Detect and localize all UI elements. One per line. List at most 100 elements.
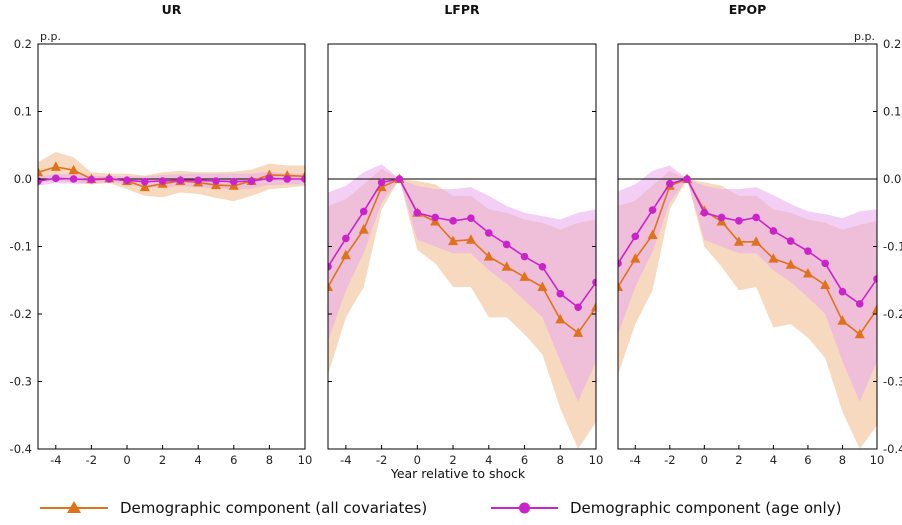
data-point-age-only: [648, 206, 657, 214]
data-point-age-only: [212, 177, 220, 185]
x-tick-label: 0: [701, 453, 708, 467]
data-point-all-covariates: [483, 251, 494, 261]
panel-title: LFPR: [444, 2, 480, 17]
data-point-age-only: [520, 252, 529, 261]
x-tick-label: 4: [485, 453, 492, 467]
data-point-age-only: [838, 287, 847, 296]
x-tick-label: 2: [159, 453, 166, 467]
unit-label: p.p.: [854, 30, 875, 43]
data-point-all-covariates: [872, 303, 877, 314]
data-point-all-covariates: [555, 313, 566, 324]
data-point-age-only: [265, 174, 274, 183]
x-axis-label: Year relative to shock: [390, 466, 526, 481]
data-point-age-only: [377, 178, 386, 187]
data-point-age-only: [873, 275, 877, 283]
data-point-age-only: [158, 177, 167, 185]
data-point-all-covariates: [537, 281, 548, 291]
confidence-band-age-only: [328, 164, 596, 402]
panel-lfpr: LFPR -4 -2 0 2 4 6 8 10: [327, 2, 603, 467]
y-tick-label: 0.1: [883, 105, 901, 119]
data-point-age-only: [618, 259, 622, 268]
data-point-all-covariates: [358, 224, 369, 234]
panel-plot-area: [38, 152, 305, 202]
data-point-age-only: [413, 208, 422, 217]
data-point-all-covariates: [802, 268, 813, 278]
data-point-all-covariates: [630, 253, 641, 263]
data-point-all-covariates: [647, 229, 658, 240]
data-point-all-covariates: [448, 235, 459, 246]
data-point-all-covariates: [38, 166, 43, 177]
y-tick-label: 0.1: [14, 105, 32, 119]
data-point-age-only: [87, 175, 96, 184]
unit-label: p.p.: [40, 30, 61, 43]
y-tick-label: -0.2: [883, 307, 902, 321]
data-point-all-covariates: [519, 271, 530, 281]
panel-frame: [37, 43, 306, 450]
x-tick-label: 2: [735, 453, 742, 467]
x-tick-label: -4: [50, 453, 61, 467]
x-tick-label: 8: [266, 453, 273, 467]
x-tick-label: 6: [230, 453, 237, 467]
data-point-age-only: [786, 237, 795, 245]
x-tick-label: 10: [298, 453, 313, 467]
data-point-age-only: [855, 300, 864, 308]
y-tick-label: -0.1: [883, 240, 902, 254]
data-point-age-only: [69, 175, 78, 183]
y-tick-label: 0.0: [883, 172, 901, 186]
data-point-age-only: [769, 227, 778, 235]
data-point-all-covariates: [50, 161, 61, 171]
data-point-age-only: [176, 176, 185, 185]
data-point-age-only: [717, 213, 726, 222]
legend-label-age-only: Demographic component (age only): [570, 499, 841, 517]
panel-title: UR: [162, 2, 182, 17]
data-point-age-only: [328, 262, 332, 271]
data-point-age-only: [105, 175, 113, 183]
panel-plot-area: [618, 165, 877, 449]
y-tick-label: 0.2: [883, 37, 901, 51]
data-point-age-only: [395, 175, 404, 183]
x-tick-label: 4: [195, 453, 202, 467]
data-point-age-only: [592, 278, 596, 287]
series-line-age-only: [618, 178, 877, 306]
data-point-age-only: [301, 175, 305, 183]
data-point-age-only: [683, 175, 691, 183]
data-point-all-covariates: [501, 261, 512, 271]
y-tick-label: -0.1: [10, 240, 32, 254]
x-tick-label: 0: [123, 453, 130, 467]
data-point-all-covariates: [854, 328, 865, 339]
legend: Demographic component (all covariates) D…: [40, 499, 841, 517]
data-point-all-covariates: [139, 181, 150, 192]
series-line-all-covariates: [618, 177, 877, 336]
panel-ur: UR -4 -2 0 2 4 6 8 10 -0.4 -0.3 -0.2 -0.1 0.0 0.1 0.2 p.…: [10, 2, 313, 467]
data-point-age-only: [804, 247, 812, 256]
legend-marker-circle: [519, 502, 530, 514]
y-tick-label: -0.3: [883, 375, 902, 389]
y-tick-label: -0.4: [883, 442, 902, 456]
x-tick-label: 6: [521, 453, 528, 467]
x-tick-label: 2: [449, 453, 456, 467]
data-point-all-covariates: [820, 279, 831, 289]
legend-label-all-covariates: Demographic component (all covariates): [120, 499, 427, 517]
x-tick-label: -2: [86, 453, 97, 467]
data-point-all-covariates: [573, 327, 584, 337]
data-point-age-only: [431, 213, 440, 222]
legend-item-all-covariates: Demographic component (all covariates): [40, 499, 427, 517]
data-point-age-only: [631, 232, 640, 241]
data-point-all-covariates: [465, 234, 476, 244]
y-tick-label: -0.3: [10, 375, 32, 389]
data-point-age-only: [556, 289, 565, 298]
data-point-age-only: [449, 217, 457, 225]
data-point-age-only: [538, 262, 547, 271]
data-point-age-only: [230, 177, 238, 186]
data-point-all-covariates: [376, 181, 387, 192]
data-point-age-only: [283, 175, 292, 183]
y-tick-label: -0.4: [10, 442, 32, 456]
confidence-band-age-only: [618, 165, 877, 402]
data-point-age-only: [821, 259, 829, 268]
series-line-all-covariates: [328, 177, 596, 335]
data-point-all-covariates: [733, 236, 744, 246]
data-point-age-only: [574, 303, 582, 312]
data-point-age-only: [141, 177, 149, 186]
x-tick-label: -2: [664, 453, 675, 467]
